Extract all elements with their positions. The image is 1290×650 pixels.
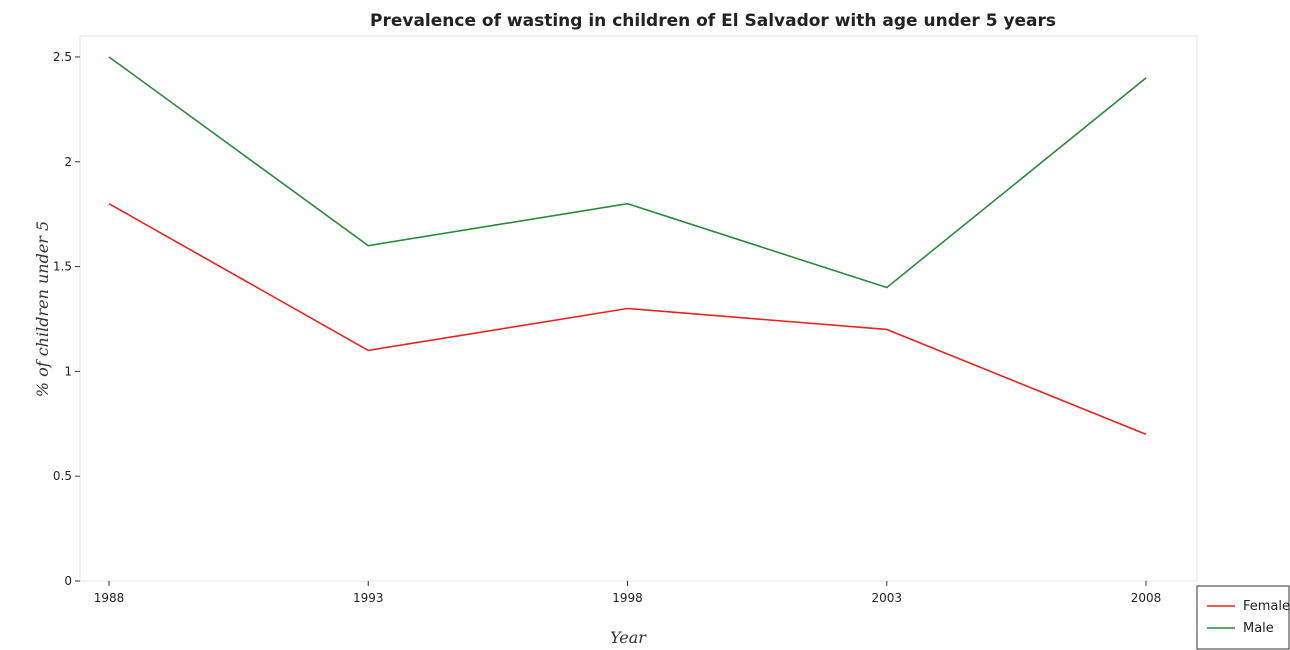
y-axis: 0 0.5 1 1.5 2 2.5 — [53, 50, 80, 588]
y-tick-label: 0.5 — [53, 469, 72, 483]
y-tick-label: 1 — [64, 364, 72, 378]
series-line-female — [108, 202, 1147, 436]
legend-box — [1196, 585, 1290, 650]
x-tick-label: 2003 — [871, 591, 902, 605]
x-tick-label: 1998 — [612, 591, 643, 605]
chart-title: Prevalence of wasting in children of El … — [370, 11, 1056, 31]
y-tick-label: 2 — [64, 155, 72, 169]
legend-label-male: Male — [1243, 621, 1274, 636]
y-tick-label: 0 — [64, 574, 72, 588]
x-tick-label: 2008 — [1131, 591, 1162, 605]
y-tick-label: 1.5 — [53, 260, 72, 274]
x-tick-label: 1993 — [353, 591, 384, 605]
y-tick-label: 2.5 — [53, 50, 72, 64]
legend-label-female: Female — [1243, 599, 1290, 614]
x-axis: 1988 1993 1998 2003 2008 — [94, 581, 1162, 605]
y-axis-label: % of children under 5 — [33, 221, 52, 397]
x-axis-label: Year — [610, 628, 647, 647]
series-line-male — [108, 56, 1147, 289]
legend: Female Male — [1196, 585, 1290, 650]
plot-area — [79, 35, 1198, 582]
x-tick-label: 1988 — [94, 591, 125, 605]
series-layer — [108, 56, 1147, 436]
